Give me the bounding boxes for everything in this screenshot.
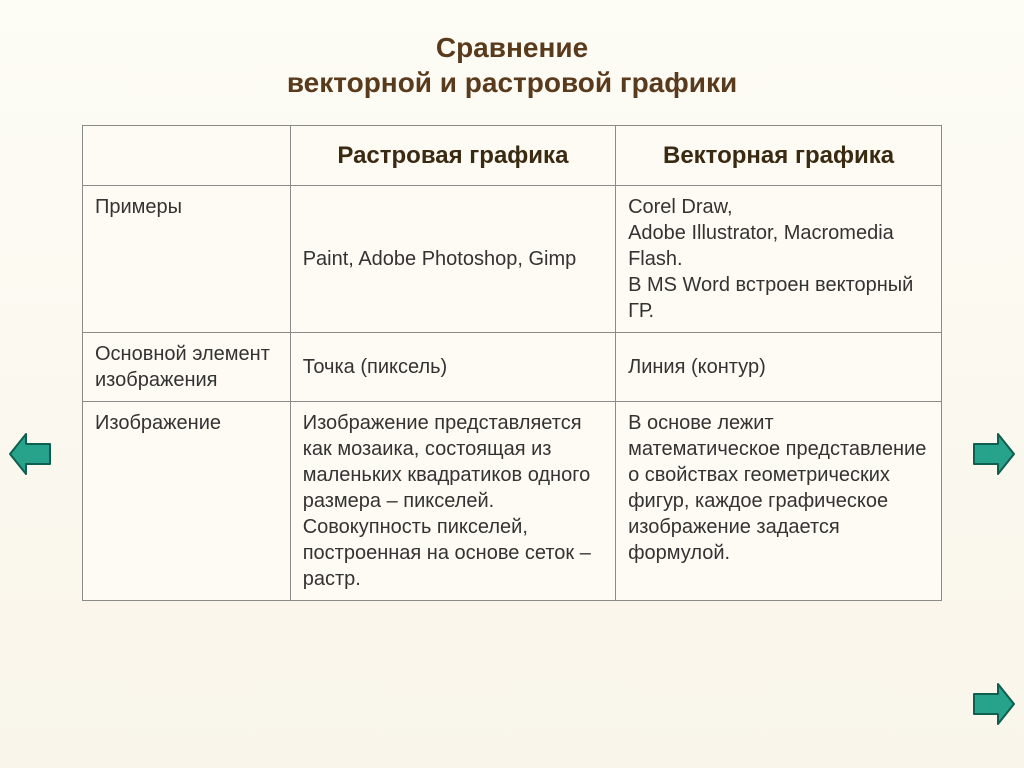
cell-raster: Точка (пиксель) (290, 333, 615, 402)
table-row: Примеры Paint, Adobe Photoshop, Gimp Cor… (83, 186, 942, 333)
next-arrow-button-2[interactable] (970, 680, 1018, 728)
prev-arrow-button[interactable] (6, 430, 54, 478)
slide: Сравнение векторной и растровой графики … (0, 0, 1024, 768)
table-header-row: Растровая графика Векторная графика (83, 126, 942, 186)
arrow-right-icon (970, 430, 1018, 478)
cell-raster: Paint, Adobe Photoshop, Gimp (290, 186, 615, 333)
slide-title: Сравнение векторной и растровой графики (0, 30, 1024, 100)
cell-vector: В основе лежит математическое представле… (616, 402, 942, 601)
header-blank (83, 126, 291, 186)
comparison-table: Растровая графика Векторная графика Прим… (82, 125, 942, 601)
arrow-right-icon (970, 680, 1018, 728)
header-raster: Растровая графика (290, 126, 615, 186)
title-line-2: векторной и растровой графики (287, 67, 737, 98)
cell-raster: Изображение представляется как мозаика, … (290, 402, 615, 601)
next-arrow-button[interactable] (970, 430, 1018, 478)
row-label: Изображение (83, 402, 291, 601)
header-vector: Векторная графика (616, 126, 942, 186)
row-label: Основной элемент изображения (83, 333, 291, 402)
table-row: Основной элемент изображения Точка (пикс… (83, 333, 942, 402)
cell-vector: Corel Draw, Adobe Illustrator, Macromedi… (616, 186, 942, 333)
row-label: Примеры (83, 186, 291, 333)
cell-vector: Линия (контур) (616, 333, 942, 402)
table-row: Изображение Изображение представляется к… (83, 402, 942, 601)
arrow-left-icon (6, 430, 54, 478)
title-line-1: Сравнение (436, 32, 588, 63)
